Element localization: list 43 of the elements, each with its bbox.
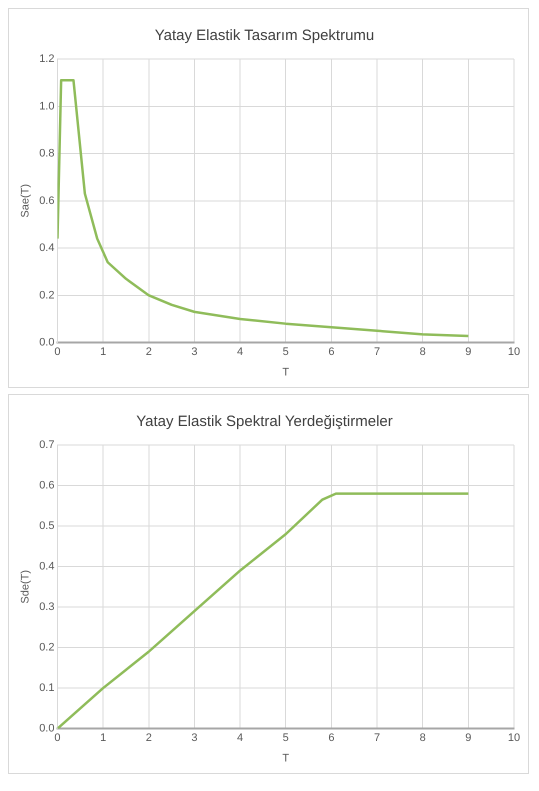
- x-tick-label: 8: [420, 732, 426, 744]
- y-axis-title: Sde(T): [20, 570, 32, 604]
- y-tick-label: 0.0: [39, 336, 54, 349]
- y-tick-label: 0.4: [39, 242, 54, 254]
- x-tick-label: 7: [374, 346, 380, 358]
- x-tick-label: 0: [54, 732, 61, 744]
- y-tick-label: 1.2: [39, 53, 54, 66]
- y-tick-label: 0.3: [39, 601, 54, 614]
- y-tick-label: 0.6: [39, 480, 54, 492]
- y-tick-label: 0.0: [39, 722, 54, 735]
- x-tick-label: 5: [282, 346, 289, 358]
- x-tick-label: 0: [54, 346, 61, 358]
- y-tick-label: 0.6: [39, 194, 54, 207]
- y-tick-label: 1.0: [39, 100, 54, 112]
- x-tick-label: 2: [146, 346, 152, 358]
- x-tick-label: 3: [191, 732, 198, 744]
- x-tick-label: 3: [191, 346, 198, 358]
- x-tick-label: 1: [100, 732, 106, 744]
- x-tick-label: 2: [146, 732, 152, 744]
- x-tick-label: 10: [508, 732, 520, 744]
- y-tick-label: 0.4: [39, 560, 54, 573]
- x-tick-label: 7: [374, 732, 380, 744]
- y-tick-label: 0.2: [39, 289, 54, 302]
- y-tick-label: 0.1: [39, 682, 54, 694]
- x-tick-label: 9: [465, 346, 472, 358]
- y-tick-label: 0.2: [39, 642, 54, 654]
- x-tick-label: 10: [508, 346, 520, 358]
- x-axis-title: T: [282, 366, 290, 378]
- chart-title: Yatay Elastik Tasarım Spektrumu: [154, 27, 374, 44]
- x-tick-label: 1: [100, 346, 106, 358]
- y-tick-label: 0.8: [39, 148, 54, 160]
- y-axis-title: Sae(T): [20, 184, 32, 218]
- x-tick-label: 8: [420, 346, 426, 358]
- x-tick-label: 4: [237, 732, 244, 744]
- x-tick-label: 4: [237, 346, 244, 358]
- x-tick-label: 9: [465, 732, 472, 744]
- x-tick-label: 5: [282, 732, 289, 744]
- y-tick-label: 0.7: [39, 439, 54, 452]
- x-tick-label: 6: [328, 346, 334, 358]
- x-tick-label: 6: [328, 732, 334, 744]
- chart-title: Yatay Elastik Spektral Yerdeğiştirmeler: [136, 413, 393, 430]
- y-tick-label: 0.5: [39, 520, 54, 532]
- x-axis-title: T: [282, 752, 290, 764]
